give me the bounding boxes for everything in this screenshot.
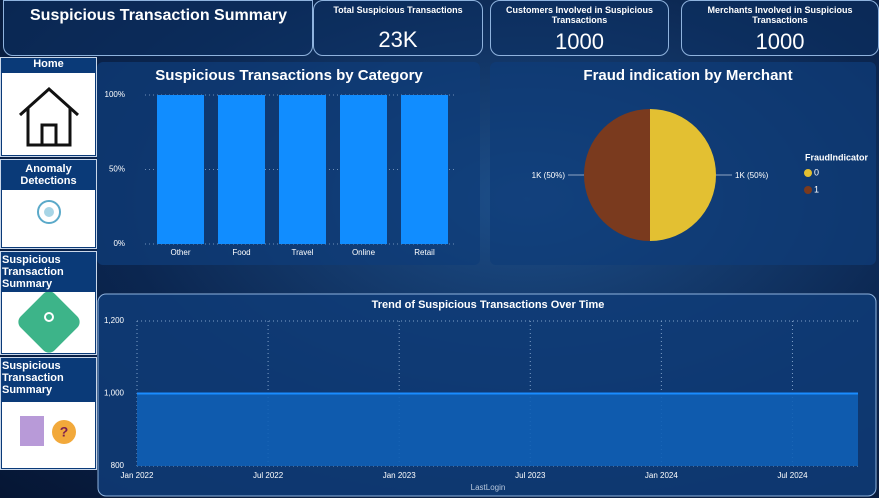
bar xyxy=(218,95,265,244)
x-tick-label: Jul 2023 xyxy=(515,471,546,480)
y-tick-label: 1,000 xyxy=(104,389,125,398)
bar xyxy=(157,95,204,244)
nav-label: Suspicious Transaction Summary xyxy=(2,360,64,396)
bar xyxy=(340,95,387,244)
svg-text:?: ? xyxy=(60,424,69,440)
kpi-value: 1000 xyxy=(555,29,604,54)
nav-label: Home xyxy=(33,58,64,70)
kpi-value: 23K xyxy=(378,27,418,52)
kpi-label: Merchants Involved in Suspicious Transac… xyxy=(707,5,853,25)
page-title: Suspicious Transaction Summary xyxy=(30,7,287,24)
chart-title: Fraud indication by Merchant xyxy=(583,67,792,84)
legend-label: 1 xyxy=(814,184,819,194)
nav-button[interactable]: Anomaly Detections xyxy=(0,159,97,249)
y-tick-label: 100% xyxy=(105,90,125,99)
x-tick-label: Retail xyxy=(414,248,435,257)
pie-slice xyxy=(584,109,650,241)
x-tick-label: Travel xyxy=(292,248,314,257)
x-axis-title: LastLogin xyxy=(471,483,506,492)
pie-slice xyxy=(650,109,716,241)
chart-title: Trend of Suspicious Transactions Over Ti… xyxy=(372,299,605,311)
legend-swatch xyxy=(804,169,812,177)
x-tick-label: Jul 2024 xyxy=(777,471,808,480)
summary-icon xyxy=(18,292,80,353)
x-tick-label: Jul 2022 xyxy=(253,471,284,480)
legend-swatch xyxy=(804,186,812,194)
chart-title: Suspicious Transactions by Category xyxy=(155,67,423,84)
y-tick-label: 50% xyxy=(109,165,125,174)
x-tick-label: Jan 2023 xyxy=(383,471,416,480)
data-label: 1K (50%) xyxy=(532,171,566,180)
nav-icon xyxy=(2,190,95,247)
legend-label: 0 xyxy=(814,167,819,177)
kpi-value: 1000 xyxy=(755,29,805,54)
x-tick-label: Food xyxy=(232,248,250,257)
nav-label: Anomaly Detections xyxy=(20,163,77,187)
nav-button[interactable]: Home xyxy=(0,57,97,157)
x-tick-label: Jan 2024 xyxy=(645,471,678,480)
y-tick-label: 1,200 xyxy=(104,316,125,325)
nav-label: Suspicious Transaction Summary xyxy=(2,254,64,290)
bar xyxy=(401,95,448,244)
y-tick-label: 800 xyxy=(111,461,125,470)
bar xyxy=(279,95,326,244)
detection-icon: ? xyxy=(20,416,76,446)
nav-icon xyxy=(2,73,95,155)
nav-button[interactable]: Suspicious Transaction Summary ? xyxy=(0,357,97,470)
header: Suspicious Transaction Summary xyxy=(3,0,313,56)
y-tick-label: 0% xyxy=(113,239,125,248)
legend-title: FraudIndicator xyxy=(805,152,869,162)
x-tick-label: Online xyxy=(352,248,376,257)
kpi-label: Total Suspicious Transactions xyxy=(333,5,463,15)
x-tick-label: Jan 2022 xyxy=(121,471,154,480)
kpi-card: Customers Involved in Suspicious Transac… xyxy=(490,0,669,56)
nav-icon: ? xyxy=(2,402,95,468)
kpi-label: Customers Involved in Suspicious Transac… xyxy=(505,5,654,25)
kpi-card: Merchants Involved in Suspicious Transac… xyxy=(681,0,879,56)
house-icon xyxy=(18,86,80,147)
area-fill xyxy=(137,393,858,466)
data-label: 1K (50%) xyxy=(735,171,769,180)
kpi-card: Total Suspicious Transactions 23K xyxy=(313,0,483,56)
x-tick-label: Other xyxy=(170,248,190,257)
nav-button[interactable]: Suspicious Transaction Summary xyxy=(0,251,97,355)
nav-icon xyxy=(2,292,95,353)
anomaly-icon xyxy=(37,200,61,224)
